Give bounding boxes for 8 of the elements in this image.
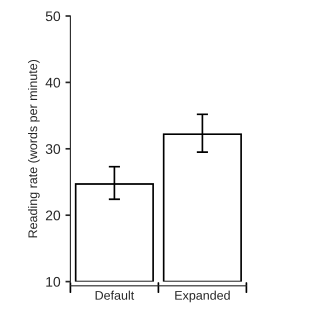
y-tick-label: 30 [46,144,60,154]
y-tick-label: 50 [46,11,60,22]
x-tick-label: Expanded [175,290,230,302]
y-tick-label: 20 [46,210,60,220]
y-axis-title: Reading rate (words per minute) [28,60,40,238]
x-tick-label: Default [96,290,134,300]
y-tick-label: 40 [46,78,60,88]
y-tick-label: 10 [46,276,60,287]
